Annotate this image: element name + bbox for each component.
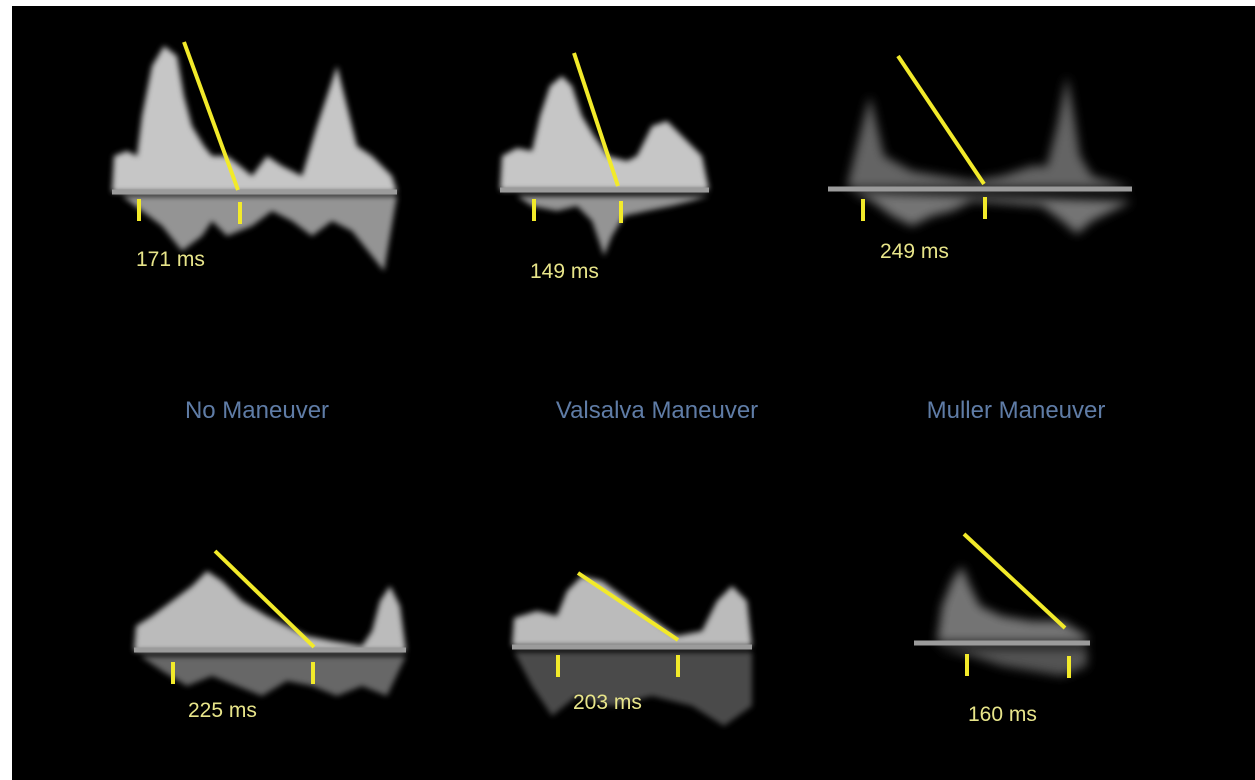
- maneuver-caption-no-maneuver: No Maneuver: [184, 397, 330, 424]
- doppler-signal: [937, 566, 1087, 676]
- doppler-signal: [500, 76, 709, 256]
- doppler-signal: [112, 46, 397, 271]
- doppler-tracing-bottom-valsalva: [512, 571, 752, 726]
- deceleration-slope-line: [182, 41, 240, 191]
- doppler-tracing-top-valsalva: [500, 52, 709, 256]
- doppler-signal: [134, 571, 406, 696]
- deceleration-time-label: 203 ms: [573, 691, 642, 714]
- doppler-tracing-top-muller: [828, 54, 1132, 234]
- deceleration-slope-line: [576, 571, 680, 642]
- doppler-tracing-top-no-maneuver: [112, 41, 397, 271]
- deceleration-time-label: 149 ms: [530, 260, 599, 283]
- doppler-figure-panel: 171 ms 149 ms 249 ms 225 ms 203 ms 160 m…: [12, 6, 1255, 780]
- deceleration-slope-line: [572, 52, 620, 187]
- doppler-tracing-bottom-muller: [914, 532, 1090, 678]
- deceleration-time-label: 249 ms: [880, 240, 949, 263]
- maneuver-caption-valsalva: Valsalva Maneuver: [555, 397, 759, 424]
- maneuver-caption-muller: Muller Maneuver: [926, 397, 1106, 424]
- deceleration-slope-line: [896, 54, 986, 186]
- doppler-tracing-bottom-no-maneuver: [134, 549, 406, 696]
- doppler-tracings: [112, 41, 1132, 726]
- deceleration-time-label: 225 ms: [188, 699, 257, 722]
- deceleration-slope-line: [962, 532, 1067, 630]
- deceleration-time-label: 171 ms: [136, 248, 205, 271]
- doppler-signal: [847, 76, 1132, 234]
- deceleration-slope-line: [213, 549, 316, 649]
- deceleration-time-label: 160 ms: [968, 703, 1037, 726]
